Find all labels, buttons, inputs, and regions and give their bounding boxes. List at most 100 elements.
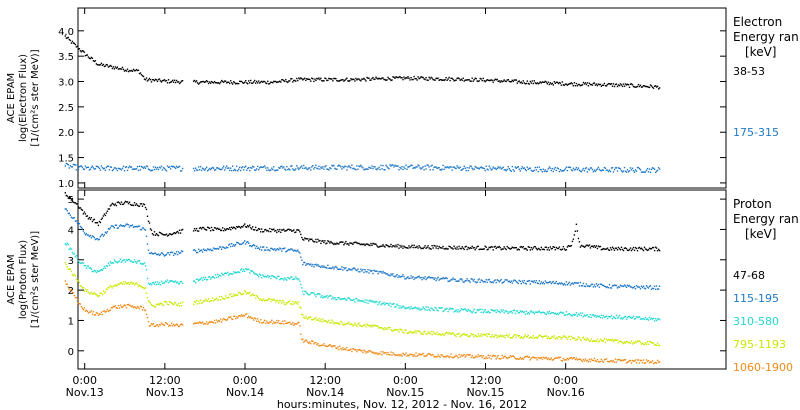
data-point <box>516 310 518 312</box>
data-point <box>334 167 336 170</box>
data-point <box>321 167 323 169</box>
data-point <box>308 294 310 296</box>
data-point <box>526 280 528 282</box>
data-point <box>530 246 532 249</box>
data-point <box>310 169 312 171</box>
data-point <box>225 80 227 82</box>
legend-entry: 1060-1900 <box>733 361 793 374</box>
data-point <box>235 169 237 172</box>
data-point <box>574 358 577 361</box>
data-point <box>134 204 137 206</box>
data-point <box>485 246 487 248</box>
data-point <box>178 229 181 231</box>
data-point <box>637 286 640 288</box>
data-point <box>580 314 583 317</box>
data-point <box>470 278 472 280</box>
data-point <box>545 281 547 284</box>
data-point <box>396 165 398 167</box>
data-point <box>562 312 565 314</box>
data-point <box>537 311 539 313</box>
data-point <box>411 307 413 310</box>
data-point <box>147 168 150 170</box>
data-point <box>256 245 258 247</box>
data-point <box>273 321 275 323</box>
data-point <box>522 246 524 248</box>
data-point <box>283 323 285 325</box>
data-point <box>533 80 535 82</box>
data-point <box>214 169 217 171</box>
data-point <box>87 312 90 314</box>
data-point <box>434 306 436 309</box>
data-point <box>366 168 368 170</box>
data-point <box>65 244 67 246</box>
data-point <box>621 359 624 361</box>
data-point <box>350 323 352 325</box>
data-point <box>593 340 596 342</box>
data-point <box>567 245 570 247</box>
data-point <box>175 323 178 325</box>
data-point <box>534 82 536 84</box>
data-point <box>170 322 173 324</box>
data-point <box>655 285 658 287</box>
data-point <box>614 83 617 86</box>
data-point <box>108 65 111 68</box>
data-point <box>173 325 176 327</box>
data-point <box>372 351 374 353</box>
data-point <box>149 169 152 172</box>
data-point <box>523 279 525 282</box>
data-point <box>648 247 651 249</box>
data-point <box>142 167 145 169</box>
data-point <box>482 355 484 357</box>
data-point <box>449 332 451 335</box>
data-point <box>140 306 143 308</box>
data-point <box>66 210 68 212</box>
data-point <box>285 278 287 280</box>
data-point <box>404 278 406 280</box>
data-point <box>229 169 231 171</box>
data-point <box>377 303 379 306</box>
data-point <box>333 164 335 167</box>
data-point <box>558 282 561 284</box>
data-point <box>609 287 612 289</box>
data-point <box>360 300 362 302</box>
data-point <box>582 167 585 170</box>
data-point <box>78 303 81 305</box>
data-point <box>474 281 476 283</box>
data-point <box>87 291 90 293</box>
data-point <box>248 242 250 244</box>
data-point <box>94 293 97 295</box>
data-point <box>398 169 400 171</box>
data-point <box>507 280 509 283</box>
data-point <box>236 271 238 274</box>
data-point <box>105 232 108 234</box>
data-point <box>613 361 616 364</box>
data-point <box>223 246 225 249</box>
data-point <box>551 167 553 170</box>
data-point <box>262 246 264 248</box>
data-point <box>121 260 124 262</box>
data-point <box>301 313 303 315</box>
data-point <box>448 356 450 359</box>
data-point <box>68 288 70 290</box>
data-point <box>647 287 650 289</box>
data-point <box>368 77 370 79</box>
data-point <box>312 165 314 167</box>
data-point <box>441 354 443 356</box>
data-point <box>128 165 131 167</box>
data-point <box>177 251 180 253</box>
data-point <box>104 267 107 269</box>
data-point <box>422 76 424 79</box>
data-point <box>542 168 544 170</box>
data-point <box>205 250 208 252</box>
data-point <box>436 245 438 247</box>
data-point <box>65 208 67 210</box>
data-point <box>196 230 199 232</box>
data-point <box>152 305 155 307</box>
data-point <box>361 270 363 272</box>
data-point <box>158 304 161 306</box>
data-point <box>243 169 245 171</box>
data-point <box>283 247 285 250</box>
data-point <box>521 280 523 282</box>
data-point <box>623 284 626 286</box>
data-point <box>308 167 310 169</box>
